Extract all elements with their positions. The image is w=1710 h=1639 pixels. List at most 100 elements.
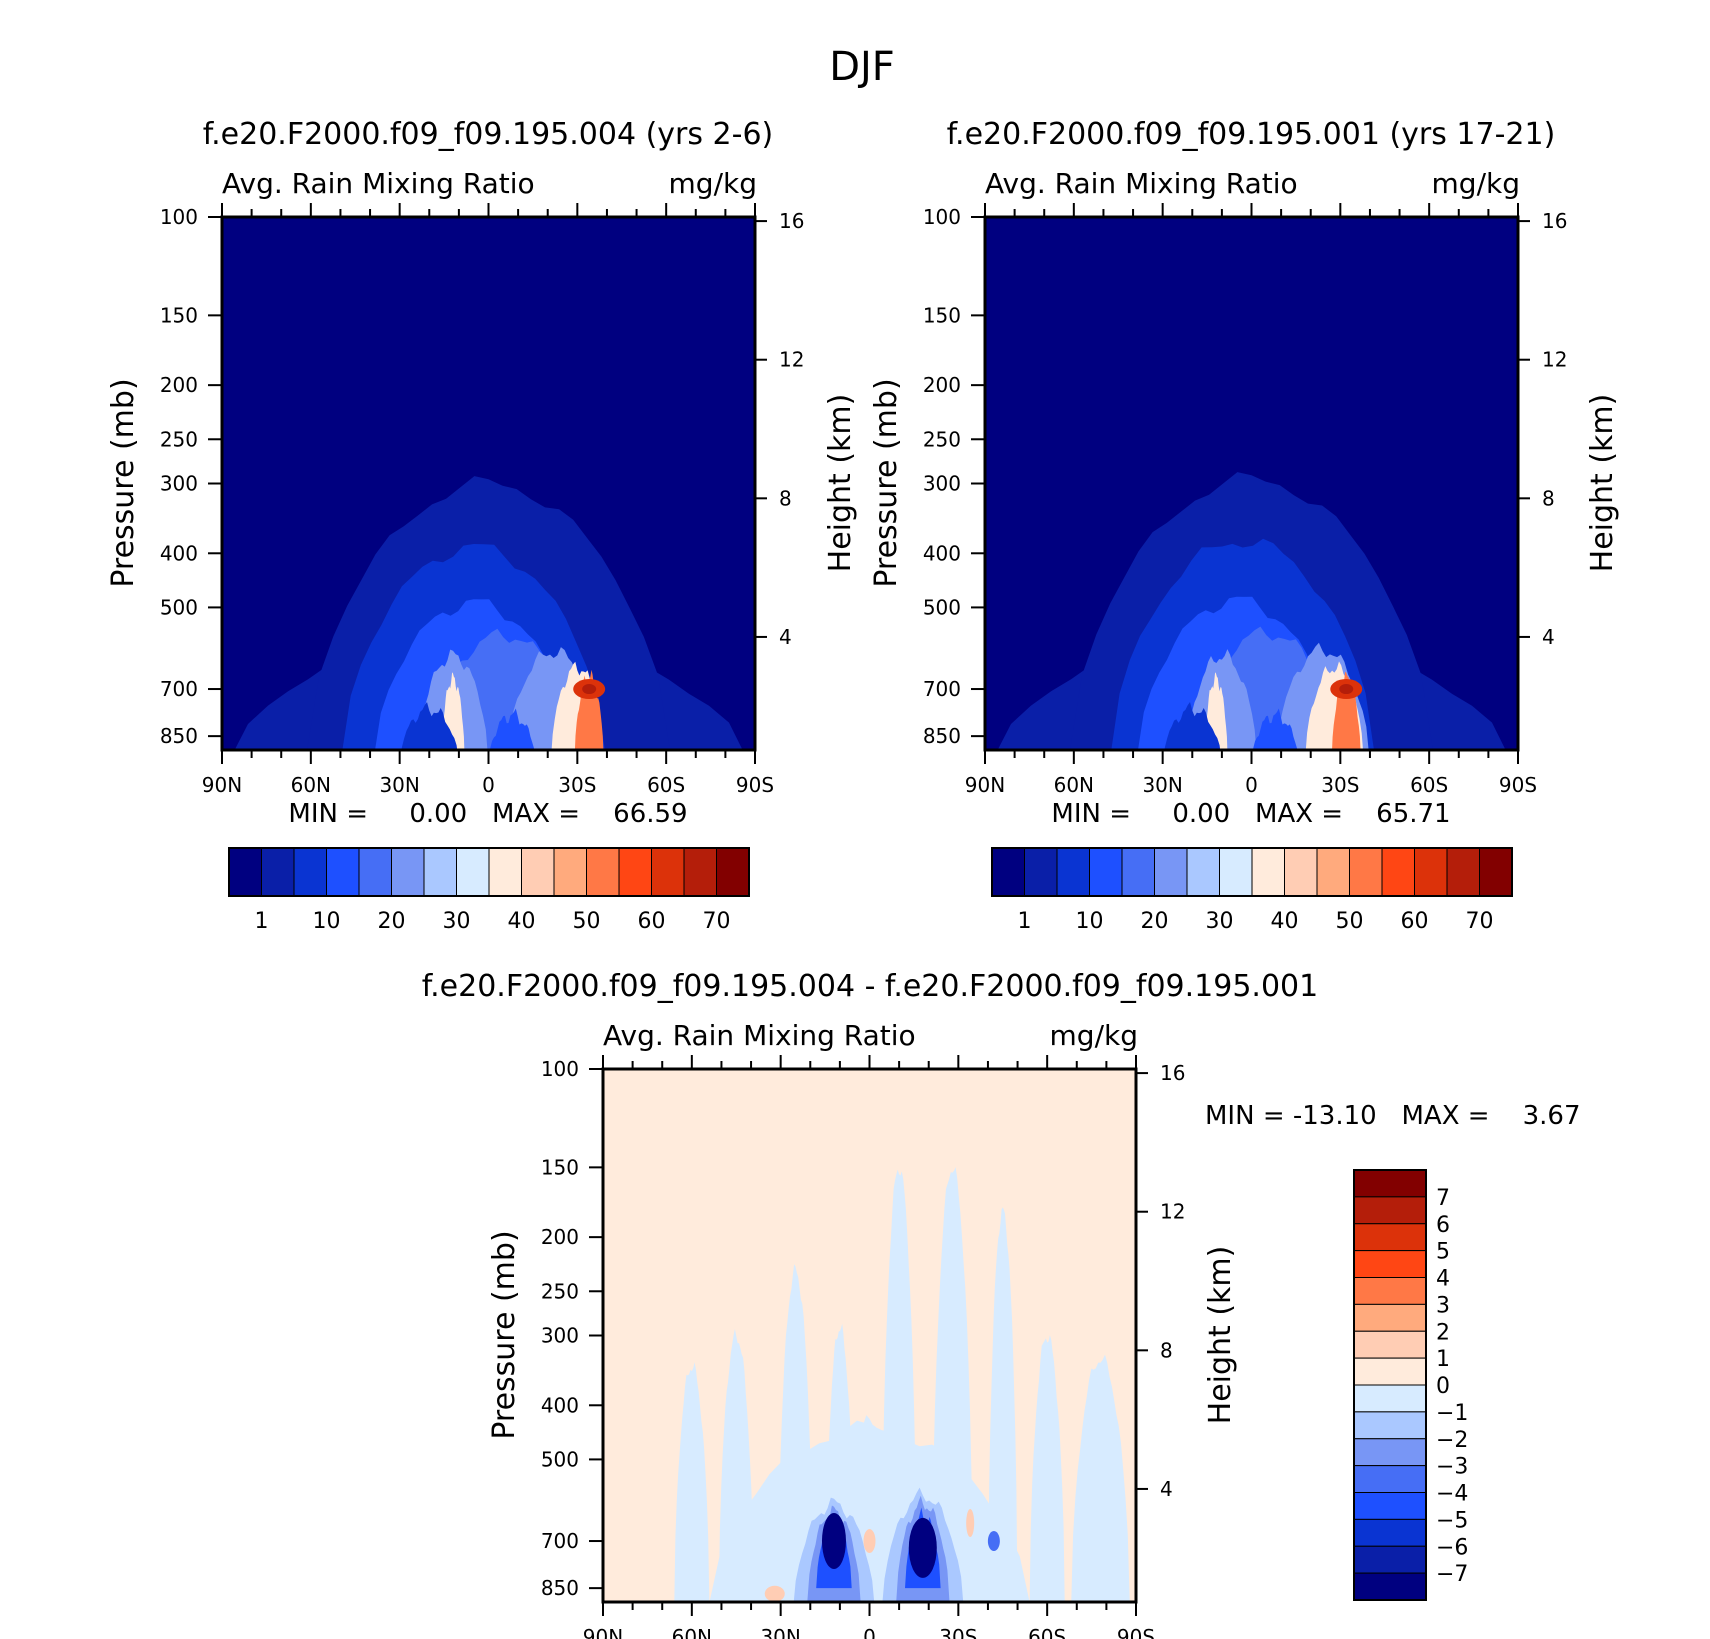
panel-diff-ylabel: Pressure (mb) [487, 1230, 522, 1439]
colorbar-swatch [293, 847, 327, 897]
colorbar-swatch [521, 847, 555, 897]
region-level-neg1 [674, 1362, 710, 1602]
pressure-tick-label: 150 [923, 303, 961, 327]
colorbar-swatch [716, 847, 750, 897]
colorbar-label: 20 [1141, 909, 1169, 934]
colorbar-swatch [1089, 847, 1123, 897]
pressure-tick-label: 150 [160, 303, 198, 327]
pressure-tick-label: 300 [541, 1324, 579, 1348]
panel-left-pressure-axis: 100 150 200 250 300 400 500 700 850 [160, 205, 222, 748]
panel-left-colorbar: 1 10 20 30 40 50 60 70 [228, 847, 750, 934]
height-tick-label: 12 [779, 348, 804, 372]
panel-right-ylabel: Pressure (mb) [869, 378, 904, 587]
height-tick-label: 16 [1160, 1061, 1185, 1085]
panel-left-title: f.e20.F2000.f09_f09.195.004 (yrs 2-6) [203, 117, 773, 152]
panel-diff-pressure-axis: 100 150 200 250 300 400 500 700 850 [541, 1057, 603, 1600]
lat-tick-label: 60S [1028, 1625, 1066, 1639]
pressure-tick-label: 100 [160, 205, 198, 229]
panel-right-lat-axis: 90N 60N 30N 0 30S 60S 90S [965, 203, 1537, 797]
pressure-tick-label: 700 [541, 1529, 579, 1553]
colorbar-swatch [391, 847, 425, 897]
lat-tick-label: 30S [558, 773, 596, 797]
colorbar-swatch [1353, 1518, 1427, 1547]
lat-tick-label: 90N [583, 1625, 623, 1639]
panel-diff-lat-axis: 90N 60N 30N 0 30S 60S 90S [583, 1055, 1155, 1639]
pressure-tick-label: 850 [541, 1576, 579, 1600]
colorbar-swatch [1381, 847, 1415, 897]
colorbar-swatch [1154, 847, 1188, 897]
colorbar-frame [991, 847, 1513, 897]
panel-right-field [985, 217, 1518, 750]
colorbar-swatch [1446, 847, 1480, 897]
height-tick-label: 8 [1160, 1338, 1173, 1362]
colorbar-label: 4 [1436, 1267, 1450, 1292]
colorbar-swatch [1024, 847, 1058, 897]
colorbar-swatch [1353, 1223, 1427, 1252]
max-core-inner [1339, 684, 1354, 695]
notch-level-3 [490, 708, 535, 750]
colorbar-label: 1 [255, 909, 269, 934]
colorbar-label: −2 [1436, 1428, 1468, 1453]
colorbar-label: 1 [1436, 1347, 1450, 1372]
colorbar-label: 50 [573, 909, 601, 934]
panel-diff-units: mg/kg [1050, 1019, 1138, 1052]
colorbar-label: 60 [638, 909, 666, 934]
pressure-tick-label: 850 [160, 724, 198, 748]
panel-right-ylabel-right: Height (km) [1585, 394, 1620, 573]
panel-right-height-axis: 16 12 8 4 [1518, 209, 1567, 649]
notch-level-2 [401, 702, 458, 750]
colorbar-swatch [553, 847, 587, 897]
colorbar-swatch [423, 847, 457, 897]
colorbar-swatch [228, 847, 262, 897]
lat-tick-label: 0 [482, 773, 495, 797]
colorbar-label: −1 [1436, 1401, 1468, 1426]
colorbar-swatch [1186, 847, 1220, 897]
pressure-tick-label: 500 [541, 1447, 579, 1471]
height-tick-label: 8 [1542, 486, 1555, 510]
colorbar-label: 2 [1436, 1320, 1450, 1345]
colorbar-swatch [1353, 1250, 1427, 1278]
panel-left-field [222, 217, 755, 750]
colorbar-label: 70 [1466, 909, 1494, 934]
panel-left-variable: Avg. Rain Mixing Ratio [222, 167, 535, 200]
panel-right-minmax: MIN = 0.00 MAX = 65.71 [1051, 799, 1450, 829]
lat-tick-label: 60N [291, 773, 331, 797]
pressure-tick-label: 200 [541, 1225, 579, 1249]
colorbar-swatch [1353, 1545, 1427, 1574]
panel-diff-variable: Avg. Rain Mixing Ratio [603, 1019, 916, 1052]
colorbar-label: 0 [1436, 1374, 1450, 1399]
pos-spot [764, 1585, 785, 1602]
colorbar-label: −6 [1436, 1535, 1468, 1560]
panel-left-minmax: MIN = 0.00 MAX = 66.59 [288, 799, 687, 829]
colorbar-swatch [586, 847, 620, 897]
colorbar-swatch [1353, 1384, 1427, 1413]
colorbar-label: 1 [1018, 909, 1032, 934]
colorbar-label: −5 [1436, 1508, 1468, 1533]
colorbar-label: −7 [1436, 1562, 1468, 1587]
pressure-tick-label: 250 [923, 427, 961, 451]
pos-spot [966, 1509, 975, 1538]
colorbar-label: 60 [1401, 909, 1429, 934]
height-tick-label: 12 [1160, 1200, 1185, 1224]
height-tick-label: 16 [1542, 209, 1567, 233]
colorbar-swatch [261, 847, 295, 897]
height-tick-label: 8 [779, 486, 792, 510]
lat-tick-label: 30N [379, 773, 419, 797]
colorbar-swatch [651, 847, 685, 897]
pressure-tick-label: 400 [160, 541, 198, 565]
colorbar-label: 3 [1436, 1293, 1450, 1318]
region-level-neg1 [1071, 1354, 1130, 1602]
height-tick-label: 12 [1542, 348, 1567, 372]
pressure-tick-label: 250 [160, 427, 198, 451]
pressure-tick-label: 100 [541, 1057, 579, 1081]
lat-tick-label: 60N [672, 1625, 712, 1639]
colorbar-swatch [1316, 847, 1350, 897]
colorbar-label: 30 [1206, 909, 1234, 934]
pressure-tick-label: 500 [923, 595, 961, 619]
colorbar-swatch [1353, 1277, 1427, 1305]
lat-tick-label: 60N [1054, 773, 1094, 797]
panel-left-ylabel-right: Height (km) [823, 394, 858, 573]
pos-spot [863, 1529, 876, 1554]
panel-diff: f.e20.F2000.f09_f09.195.004 - f.e20.F200… [422, 969, 1581, 1639]
panel-left-units: mg/kg [669, 167, 757, 200]
